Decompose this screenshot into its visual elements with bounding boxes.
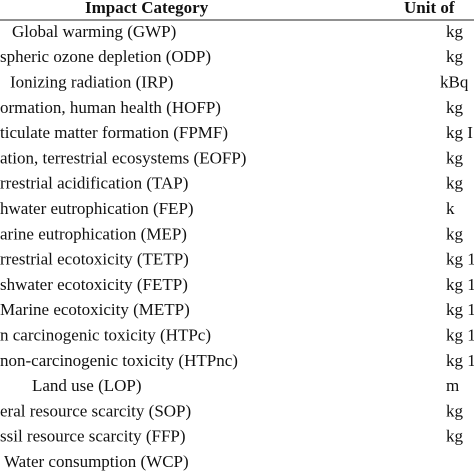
category-cell: n carcinogenic toxicity (HTPc) bbox=[0, 326, 211, 345]
category-cell: arine eutrophication (MEP) bbox=[0, 224, 187, 243]
category-cell: ation, terrestrial ecosystems (EOFP) bbox=[0, 148, 246, 167]
unit-cell: kg bbox=[446, 22, 464, 41]
category-cell: Marine ecotoxicity (METP) bbox=[0, 300, 190, 319]
category-cell: Land use (LOP) bbox=[32, 376, 142, 395]
category-cell: spheric ozone depletion (ODP) bbox=[0, 47, 211, 66]
category-cell: hwater eutrophication (FEP) bbox=[0, 199, 194, 218]
unit-cell: kg bbox=[446, 401, 464, 420]
unit-cell: kg bbox=[446, 98, 464, 117]
header-cell: Unit of bbox=[404, 0, 455, 17]
unit-cell: kg bbox=[446, 174, 464, 193]
unit-cell: kg bbox=[446, 47, 464, 66]
category-cell: non-carcinogenic toxicity (HTPnc) bbox=[0, 351, 238, 370]
category-cell: ticulate matter formation (FPMF) bbox=[0, 123, 228, 142]
category-cell: Global warming (GWP) bbox=[12, 22, 176, 41]
category-cell: ormation, human health (HOFP) bbox=[0, 98, 221, 117]
unit-cell: m bbox=[446, 376, 459, 395]
category-cell: Ionizing radiation (IRP) bbox=[10, 73, 173, 92]
unit-cell: kBq bbox=[440, 73, 469, 92]
unit-cell: kg I bbox=[446, 123, 473, 142]
category-cell: shwater ecotoxicity (FETP) bbox=[0, 275, 188, 294]
unit-cell: kg 1 bbox=[446, 250, 474, 269]
category-cell: eral resource scarcity (SOP) bbox=[0, 401, 191, 420]
category-cell: rrestrial ecotoxicity (TETP) bbox=[0, 250, 189, 269]
unit-cell: kg bbox=[446, 148, 464, 167]
header-cell: Impact Category bbox=[85, 0, 209, 17]
unit-cell: kg 1 bbox=[446, 300, 474, 319]
category-cell: rrestrial acidification (TAP) bbox=[0, 174, 188, 193]
unit-cell: kg 1 bbox=[446, 275, 474, 294]
category-cell: ssil resource scarcity (FFP) bbox=[0, 427, 186, 446]
unit-cell: k bbox=[446, 199, 455, 218]
unit-cell: kg bbox=[446, 427, 464, 446]
unit-cell: kg 1 bbox=[446, 326, 474, 345]
unit-cell: kg bbox=[446, 224, 464, 243]
category-cell: Water consumption (WCP) bbox=[4, 452, 189, 471]
unit-cell: kg 1 bbox=[446, 351, 474, 370]
